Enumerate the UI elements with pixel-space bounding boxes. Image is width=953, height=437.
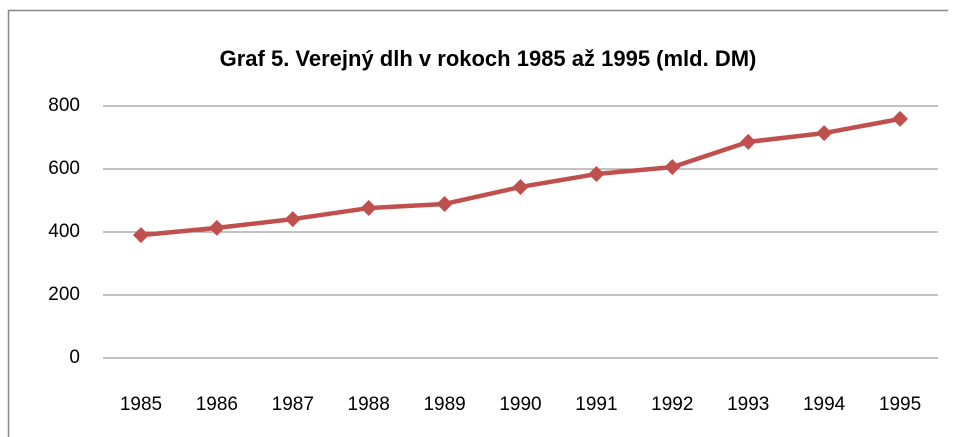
x-tick-label: 1990	[499, 394, 541, 415]
data-point	[892, 110, 909, 127]
x-tick-label: 1988	[348, 394, 390, 415]
x-tick-label: 1986	[196, 394, 238, 415]
x-tick-label: 1985	[120, 394, 162, 415]
x-tick-label: 1994	[803, 394, 846, 415]
data-point	[360, 200, 377, 217]
y-tick-label: 200	[48, 284, 80, 305]
x-tick-label: 1991	[575, 394, 617, 415]
data-point	[436, 195, 453, 212]
y-tick-label: 800	[48, 95, 80, 116]
data-point	[816, 125, 833, 142]
data-point	[132, 227, 149, 244]
x-tick-label: 1995	[879, 394, 921, 415]
x-tick-label: 1992	[651, 394, 693, 415]
data-point	[740, 133, 757, 150]
x-tick-label: 1989	[423, 394, 465, 415]
chart-title: Graf 5. Verejný dlh v rokoch 1985 až 199…	[220, 46, 757, 71]
data-point	[588, 166, 605, 183]
data-point	[208, 219, 225, 236]
x-tick-label: 1987	[272, 394, 314, 415]
y-tick-label: 0	[69, 347, 80, 368]
y-tick-label: 600	[48, 158, 80, 179]
data-point	[284, 211, 301, 228]
data-point	[512, 178, 529, 195]
data-point	[664, 159, 681, 176]
y-tick-label: 400	[48, 221, 80, 242]
x-tick-label: 1993	[727, 394, 769, 415]
chart-border	[7, 9, 948, 437]
